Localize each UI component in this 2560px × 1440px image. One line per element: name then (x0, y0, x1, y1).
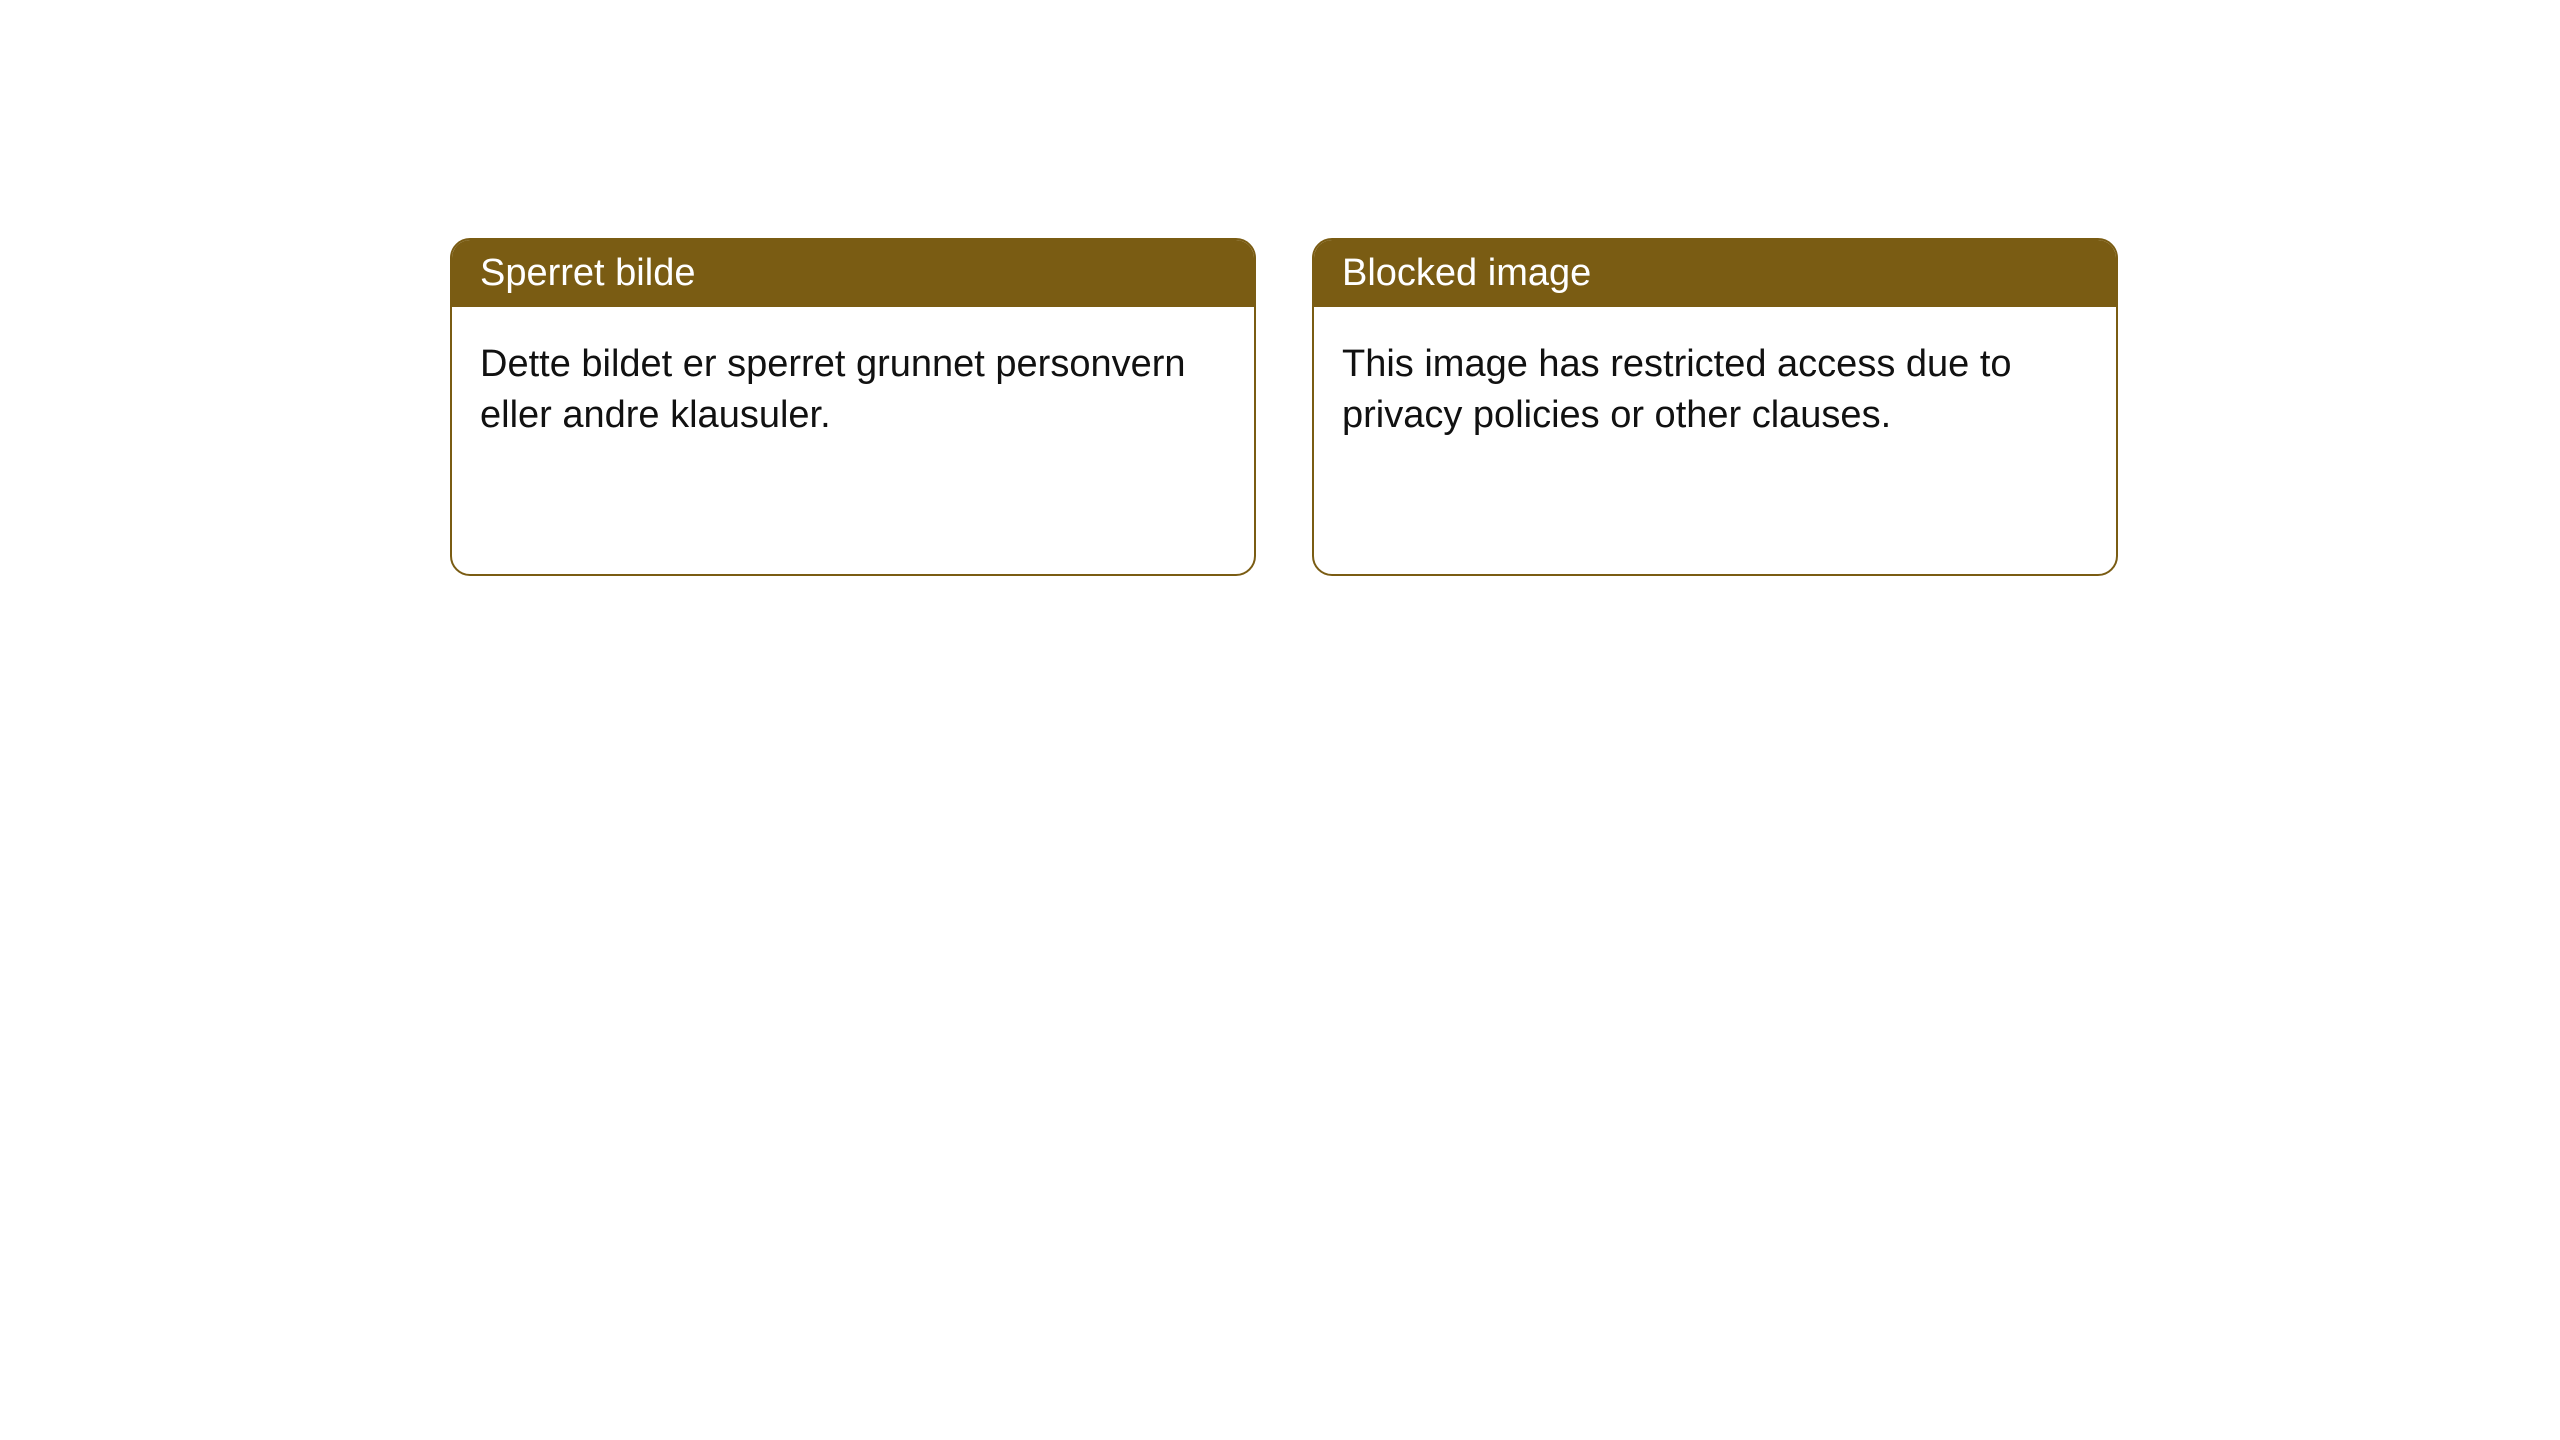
card-body: This image has restricted access due to … (1314, 307, 2116, 474)
card-header: Sperret bilde (452, 240, 1254, 307)
card-title: Sperret bilde (480, 252, 695, 294)
card-header: Blocked image (1314, 240, 2116, 307)
notice-card-norwegian: Sperret bilde Dette bildet er sperret gr… (450, 238, 1256, 576)
card-body-text: This image has restricted access due to … (1342, 343, 2012, 436)
card-body-text: Dette bildet er sperret grunnet personve… (480, 343, 1186, 436)
card-body: Dette bildet er sperret grunnet personve… (452, 307, 1254, 474)
card-title: Blocked image (1342, 252, 1591, 294)
notice-card-english: Blocked image This image has restricted … (1312, 238, 2118, 576)
cards-container: Sperret bilde Dette bildet er sperret gr… (450, 238, 2118, 576)
